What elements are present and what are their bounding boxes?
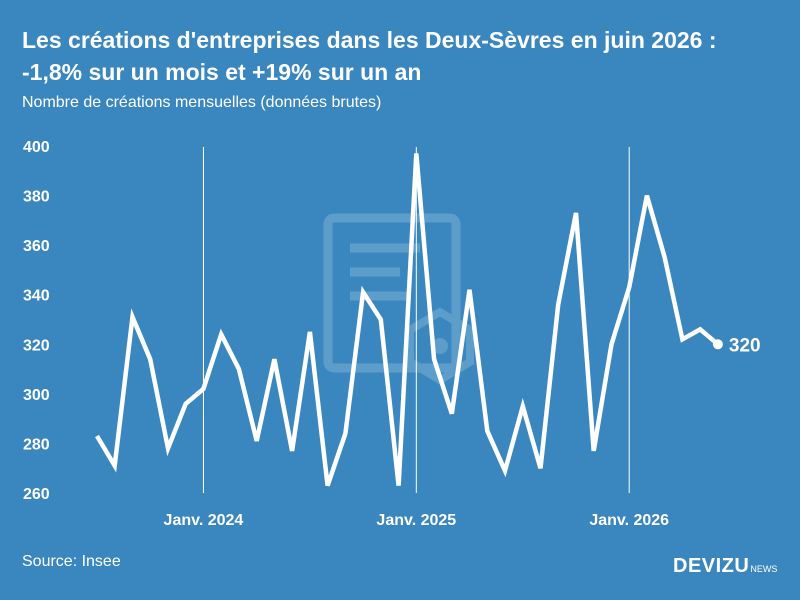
y-axis: 260 280 300 320 340 360 380 400 [23,139,50,503]
end-value-label: 320 [729,335,761,356]
y-tick-label: 400 [23,139,50,156]
y-tick-label: 360 [23,238,50,255]
series-line [95,153,720,487]
x-tick-label: Janv. 2024 [164,512,244,529]
x-axis: Janv. 2024 Janv. 2025 Janv. 2026 [164,512,670,529]
watermark-icon [323,213,474,385]
watermark-frame [323,213,461,373]
brand-suffix: NEWS [750,564,778,574]
y-tick-label: 380 [23,189,50,206]
y-tick-label: 320 [23,337,50,354]
series-layer: 320 [95,153,761,487]
brand-logo: DEVIZUNEWS [673,555,777,578]
chart-subtitle: Nombre de créations mensuelles (données … [22,94,382,111]
watermark-dot [432,338,448,354]
end-point-marker [712,339,723,350]
y-tick-label: 260 [23,486,50,503]
grid-lines [202,147,630,493]
brand-name: DEVIZU [673,555,750,577]
chart-title: Les créations d'entreprises dans les Deu… [22,27,717,85]
y-tick-label: 280 [23,436,50,453]
x-tick-label: Janv. 2026 [589,512,669,529]
y-tick-label: 340 [23,288,50,305]
source-note: Source: Insee [22,553,121,570]
y-tick-label: 300 [23,387,50,404]
x-tick-label: Janv. 2025 [376,512,456,529]
